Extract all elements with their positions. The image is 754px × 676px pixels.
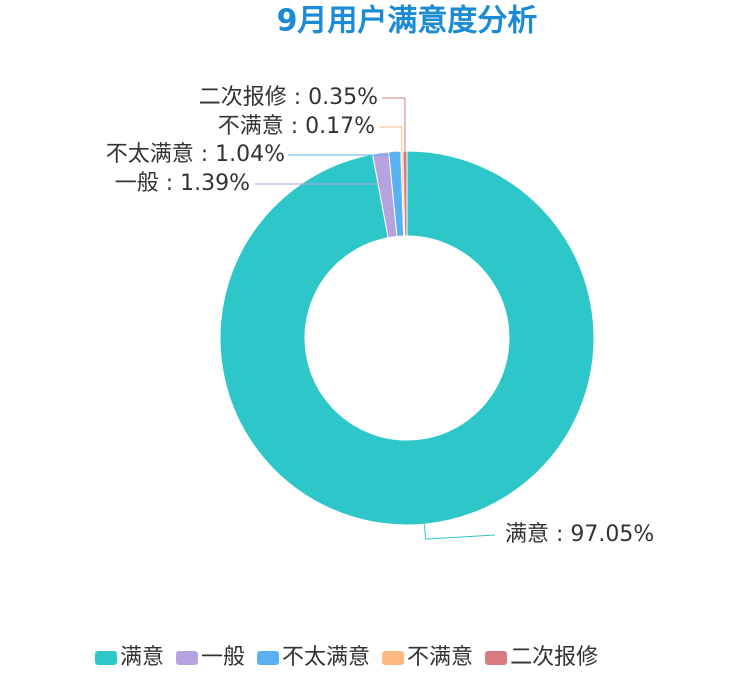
leader-line bbox=[380, 126, 403, 152]
legend-label: 二次报修 bbox=[510, 645, 598, 670]
legend-label: 不太满意 bbox=[282, 645, 370, 670]
legend-swatch bbox=[485, 651, 508, 665]
legend-label: 满意 bbox=[120, 645, 164, 670]
legend-swatch bbox=[382, 651, 405, 665]
legend-label: 一般 bbox=[201, 645, 245, 670]
data-label: 不满意 : 0.17% bbox=[218, 114, 375, 139]
leader-line bbox=[382, 97, 406, 152]
data-label: 二次报修 : 0.35% bbox=[199, 85, 378, 110]
donut-slice bbox=[219, 150, 595, 526]
chart-title: 9月用户满意度分析 bbox=[277, 4, 538, 39]
legend-swatch bbox=[176, 651, 199, 665]
leader-line bbox=[423, 524, 496, 540]
legend-swatch bbox=[257, 651, 280, 665]
leader-line bbox=[288, 151, 396, 156]
data-label: 一般 : 1.39% bbox=[115, 171, 250, 196]
leader-line bbox=[255, 152, 382, 185]
legend-label: 不满意 bbox=[407, 645, 473, 670]
donut-slice bbox=[402, 150, 408, 237]
data-label: 满意 : 97.05% bbox=[505, 522, 654, 547]
data-label: 不太满意 : 1.04% bbox=[106, 142, 285, 167]
legend-swatch bbox=[95, 651, 117, 665]
